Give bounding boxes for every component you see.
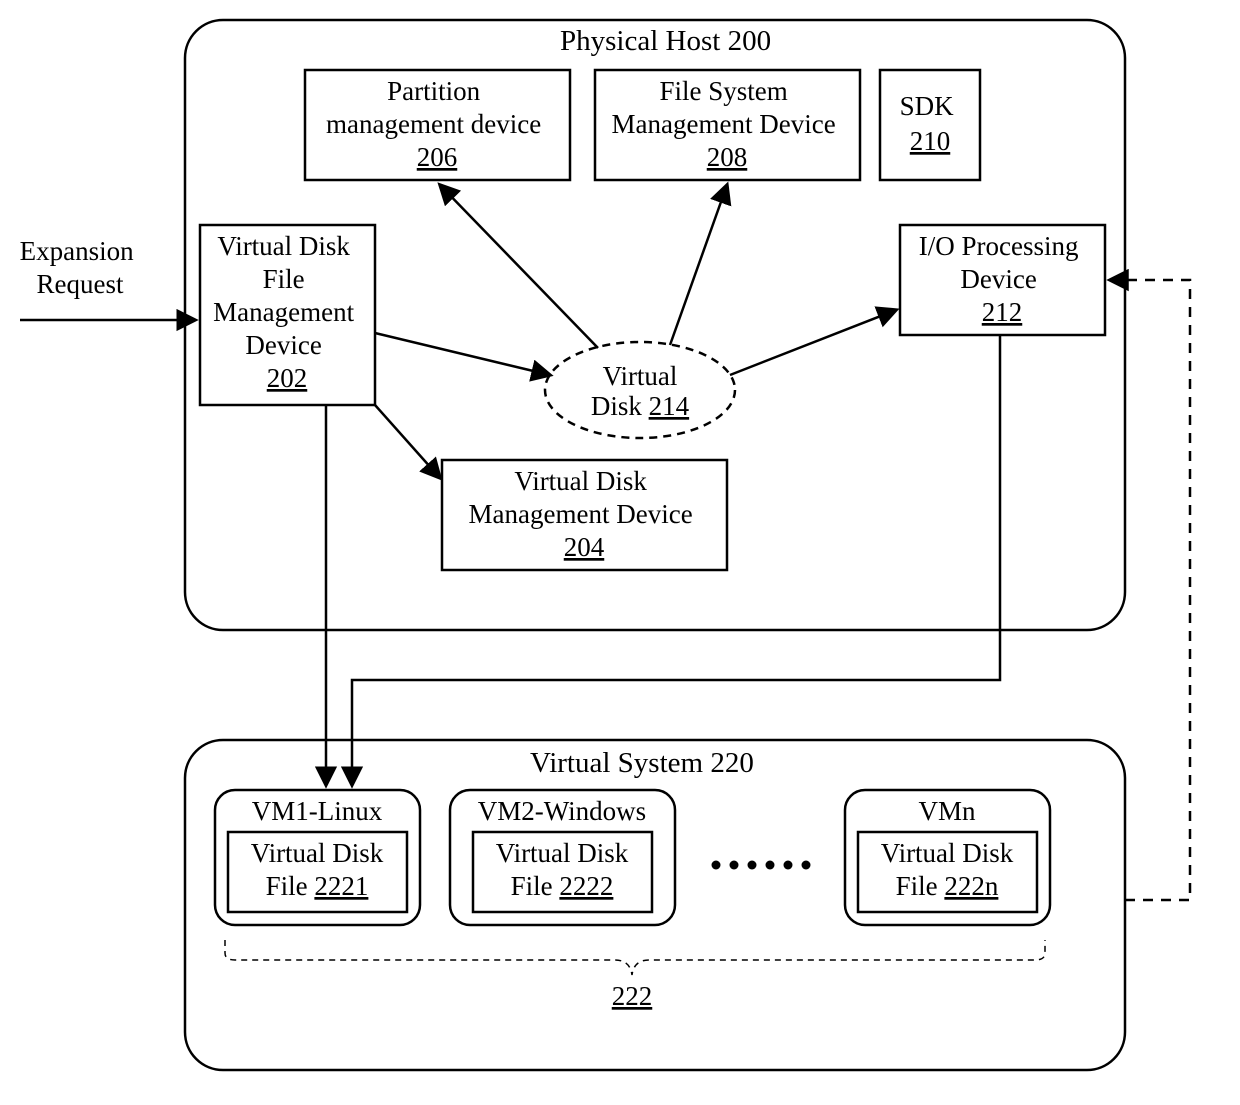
diagram-canvas: Physical Host 200 Partition management d… [0, 0, 1240, 1105]
expansion-label: Expansion Request [20, 236, 141, 299]
vm1-title: VM1-Linux [252, 796, 383, 826]
vmn-title: VMn [918, 796, 976, 826]
vm2-vd-num: File 2222 [511, 871, 614, 901]
vm2-title: VM2-Windows [478, 796, 646, 826]
host-title-num: 200 [728, 25, 772, 57]
vdisk-label-2: Disk 214 [591, 391, 690, 421]
vmn-vd-label: Virtual Disk [881, 838, 1014, 868]
vsys-title-num: 220 [710, 747, 754, 779]
vm2-vd-label: Virtual Disk [496, 838, 629, 868]
vmn-vd-num: File 222n [896, 871, 999, 901]
vdisk-label: Virtual [603, 361, 678, 391]
vsys-title-label: Virtual System 220 [530, 747, 754, 779]
sdk-box [880, 70, 980, 180]
vm1-vd-label: Virtual Disk [251, 838, 384, 868]
brace-num: 222 [612, 981, 653, 1011]
vm1-vd-num: File 2221 [266, 871, 369, 901]
host-title-label: Physical Host 200 [560, 25, 771, 57]
